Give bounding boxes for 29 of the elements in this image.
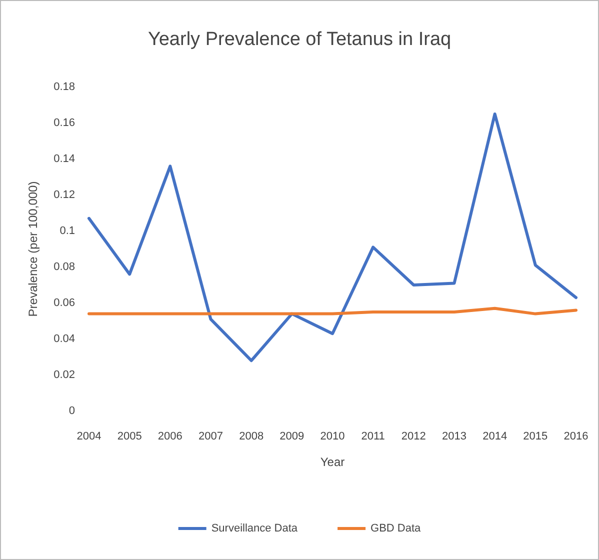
- y-tick-label: 0.1: [60, 225, 75, 237]
- y-tick-label: 0: [68, 405, 75, 417]
- y-tick-label: 0.08: [54, 261, 75, 273]
- x-tick-label: 2007: [198, 430, 223, 442]
- x-tick-label: 2011: [361, 430, 385, 442]
- x-tick-label: 2015: [523, 430, 548, 442]
- y-tick-label: 0.02: [54, 369, 75, 381]
- x-tick-label: 2008: [239, 430, 264, 442]
- x-tick-label: 2016: [564, 430, 588, 442]
- y-tick-label: 0.12: [54, 189, 75, 201]
- legend-label: Surveillance Data: [211, 522, 298, 534]
- y-tick-label: 0.16: [54, 117, 75, 129]
- x-tick-label: 2010: [320, 430, 345, 442]
- y-tick-label: 0.06: [54, 297, 75, 309]
- x-tick-label: 2009: [280, 430, 304, 442]
- chart-title: Yearly Prevalence of Tetanus in Iraq: [148, 29, 452, 50]
- x-tick-label: 2012: [401, 430, 426, 442]
- legend-label: GBD Data: [370, 522, 422, 534]
- y-tick-label: 0.18: [54, 81, 75, 93]
- y-tick-label: 0.04: [54, 333, 75, 345]
- x-tick-label: 2006: [158, 430, 182, 442]
- x-axis-title: Year: [320, 455, 345, 469]
- y-tick-label: 0.14: [54, 153, 75, 165]
- y-axis-title: Prevalence (per 100,000): [26, 181, 40, 317]
- x-tick-label: 2004: [76, 430, 102, 442]
- x-tick-label: 2013: [442, 430, 466, 442]
- x-tick-label: 2005: [117, 430, 142, 442]
- x-tick-label: 2014: [482, 430, 508, 442]
- line-series: [88, 112, 578, 362]
